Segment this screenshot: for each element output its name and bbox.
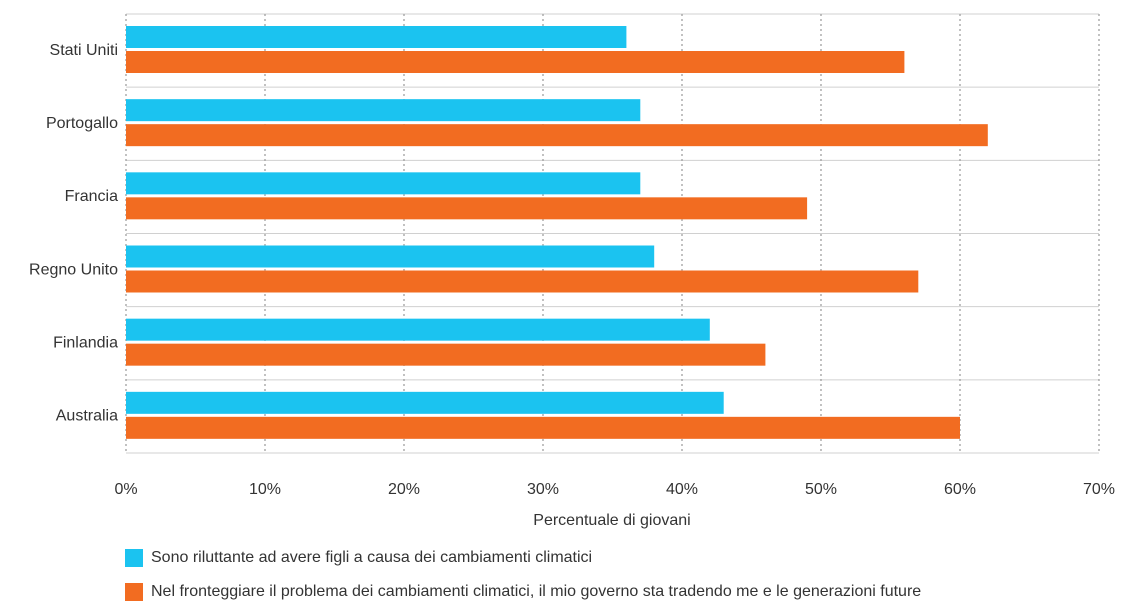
bar — [126, 26, 627, 48]
bar — [126, 197, 808, 220]
bar — [126, 172, 641, 195]
y-tick-label: Regno Unito — [29, 261, 118, 278]
y-tick-label: Finlandia — [53, 334, 118, 351]
x-tick-label: 40% — [666, 481, 698, 498]
y-tick-label: Portogallo — [46, 115, 118, 132]
bar — [126, 124, 988, 147]
bar — [126, 51, 905, 73]
x-tick-label: 10% — [249, 481, 281, 498]
legend-label: Sono riluttante ad avere figli a causa d… — [151, 549, 592, 566]
bar — [126, 343, 766, 366]
legend-swatch — [125, 583, 143, 601]
bar — [126, 416, 960, 439]
y-tick-label: Australia — [56, 408, 118, 425]
bar — [126, 99, 641, 122]
bar — [126, 270, 919, 293]
legend-swatch — [125, 549, 143, 567]
bar — [126, 391, 724, 414]
x-tick-label: 30% — [527, 481, 559, 498]
x-tick-label: 70% — [1083, 481, 1115, 498]
x-tick-label: 20% — [388, 481, 420, 498]
legend-label: Nel fronteggiare il problema dei cambiam… — [151, 583, 921, 600]
y-tick-label: Francia — [65, 188, 118, 205]
bar — [126, 318, 710, 341]
x-tick-label: 60% — [944, 481, 976, 498]
bar — [126, 245, 655, 268]
x-axis-label: Percentuale di giovani — [533, 512, 690, 529]
y-tick-label: Stati Uniti — [50, 42, 118, 59]
x-tick-label: 0% — [114, 481, 137, 498]
x-tick-label: 50% — [805, 481, 837, 498]
